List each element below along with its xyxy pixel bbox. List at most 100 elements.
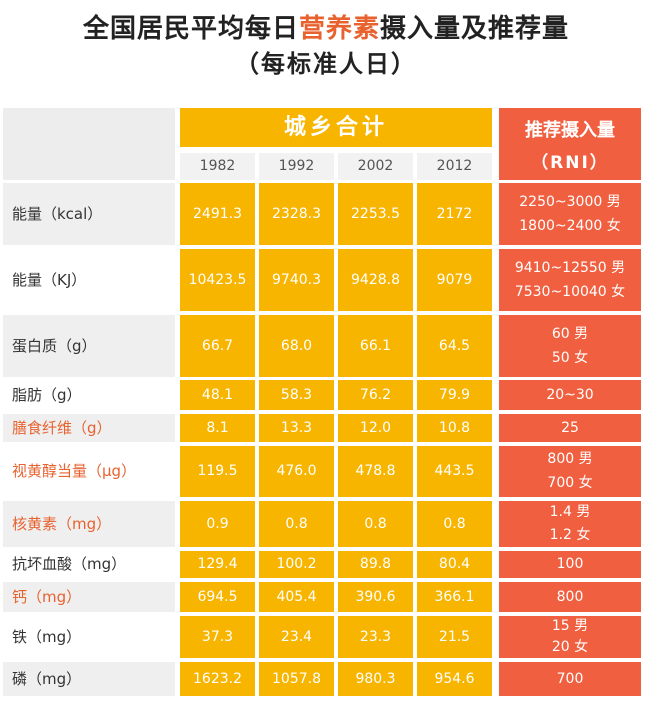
- year-header: 2012: [417, 153, 492, 180]
- value-cell: 0.8: [338, 501, 413, 547]
- row-label-bg: [3, 551, 175, 578]
- rni-value: 2250~3000 男: [519, 194, 621, 210]
- value-cell: 79.9: [417, 380, 492, 410]
- year-header: 2002: [338, 153, 413, 180]
- value-cell: 100.2: [259, 551, 334, 578]
- rni-cell: 800 男 700 女: [499, 446, 641, 497]
- page-subtitle: （每标准人日）: [235, 50, 417, 78]
- rni-value: 7530~10040 女: [514, 284, 626, 300]
- value-cell: 66.1: [338, 315, 413, 377]
- group-header: 城乡合计: [180, 108, 492, 147]
- rni-value: 1800~2400 女: [519, 218, 621, 234]
- value-cell: 76.2: [338, 380, 413, 410]
- value-cell: 48.1: [180, 380, 255, 410]
- value-cell: 954.6: [417, 662, 492, 696]
- row-label: 蛋白质（g）: [12, 337, 97, 355]
- row-label-bg: [3, 183, 175, 245]
- rni-value: 1.4 男: [549, 504, 591, 520]
- rni-value: 50 女: [551, 350, 589, 366]
- row-label-bg: [3, 501, 175, 547]
- rni-header: 推荐摄入量 （RNI）: [499, 108, 641, 180]
- value-cell: 2491.3: [180, 183, 255, 245]
- value-cell: 1057.8: [259, 662, 334, 696]
- value-cell: 9740.3: [259, 249, 334, 311]
- rni-header-line2: （RNI）: [531, 153, 609, 173]
- value-cell: 980.3: [338, 662, 413, 696]
- value-cell: 13.3: [259, 414, 334, 442]
- rni-cell: 100: [499, 551, 641, 578]
- rni-header-line1: 推荐摄入量: [525, 120, 615, 141]
- rni-value: 20~30: [546, 387, 594, 403]
- row-label: 铁（mg）: [12, 628, 82, 646]
- row-label-bg: [3, 582, 175, 612]
- value-cell: 129.4: [180, 551, 255, 578]
- row-label-bg: [3, 446, 175, 497]
- row-label: 磷（mg）: [12, 670, 82, 688]
- row-label: 膳食纤维（g）: [12, 419, 112, 437]
- rni-cell: 1.4 男 1.2 女: [499, 501, 641, 547]
- value-cell: 89.8: [338, 551, 413, 578]
- row-label: 视黄醇当量（μg）: [12, 462, 137, 480]
- value-cell: 390.6: [338, 582, 413, 612]
- value-cell: 12.0: [338, 414, 413, 442]
- row-label-bg: [3, 380, 175, 410]
- rni-value: 800: [556, 589, 584, 605]
- rni-value: 1.2 女: [549, 527, 591, 543]
- rni-cell: 60 男 50 女: [499, 315, 641, 377]
- rni-value: 20 女: [551, 639, 589, 655]
- value-cell: 68.0: [259, 315, 334, 377]
- value-cell: 23.3: [338, 616, 413, 658]
- year-header: 1982: [180, 153, 255, 180]
- value-cell: 58.3: [259, 380, 334, 410]
- value-cell: 8.1: [180, 414, 255, 442]
- row-label: 钙（mg）: [12, 588, 82, 606]
- value-cell: 9428.8: [338, 249, 413, 311]
- value-cell: 1623.2: [180, 662, 255, 696]
- value-cell: 478.8: [338, 446, 413, 497]
- rni-cell: 2250~3000 男 1800~2400 女: [499, 183, 641, 245]
- value-cell: 80.4: [417, 551, 492, 578]
- page-title: 全国居民平均每日营养素摄入量及推荐量: [0, 8, 652, 45]
- value-cell: 66.7: [180, 315, 255, 377]
- value-cell: 694.5: [180, 582, 255, 612]
- row-label: 能量（kcal）: [12, 205, 103, 223]
- row-label-bg: [3, 414, 175, 442]
- value-cell: 366.1: [417, 582, 492, 612]
- rni-value: 700 女: [547, 475, 593, 491]
- value-cell: 37.3: [180, 616, 255, 658]
- row-label: 脂肪（g）: [12, 386, 82, 404]
- row-label: 核黄素（mg）: [12, 515, 112, 533]
- year-header: 1992: [259, 153, 334, 180]
- rni-cell: 20~30: [499, 380, 641, 410]
- value-cell: 9079: [417, 249, 492, 311]
- rni-value: 60 男: [551, 326, 589, 342]
- value-cell: 2253.5: [338, 183, 413, 245]
- rni-cell: 800: [499, 582, 641, 612]
- value-cell: 405.4: [259, 582, 334, 612]
- title-highlight: 营养素: [298, 14, 380, 44]
- rni-value: 700: [556, 671, 584, 687]
- row-header-corner: [3, 108, 175, 180]
- value-cell: 21.5: [417, 616, 492, 658]
- row-label-bg: [3, 662, 175, 696]
- rni-cell: 700: [499, 662, 641, 696]
- value-cell: 119.5: [180, 446, 255, 497]
- row-label: 抗坏血酸（mg）: [12, 555, 127, 573]
- title-pre: 全国居民平均每日: [82, 14, 299, 44]
- rni-value: 9410~12550 男: [514, 260, 626, 276]
- rni-value: 25: [561, 420, 579, 436]
- value-cell: 0.8: [259, 501, 334, 547]
- value-cell: 0.8: [417, 501, 492, 547]
- row-label: 能量（KJ）: [12, 271, 87, 289]
- rni-value: 15 男: [551, 618, 589, 634]
- value-cell: 10.8: [417, 414, 492, 442]
- row-label-bg: [3, 249, 175, 311]
- rni-cell: 9410~12550 男 7530~10040 女: [499, 249, 641, 311]
- value-cell: 2172: [417, 183, 492, 245]
- rni-cell: 25: [499, 414, 641, 442]
- value-cell: 0.9: [180, 501, 255, 547]
- value-cell: 476.0: [259, 446, 334, 497]
- value-cell: 64.5: [417, 315, 492, 377]
- value-cell: 2328.3: [259, 183, 334, 245]
- value-cell: 443.5: [417, 446, 492, 497]
